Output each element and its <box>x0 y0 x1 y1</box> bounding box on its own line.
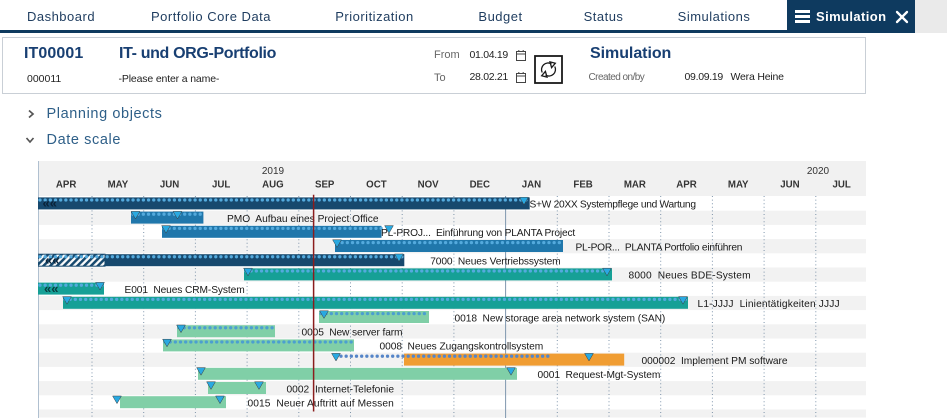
svg-text:SEP: SEP <box>315 179 335 190</box>
svg-text:JUL: JUL <box>832 179 850 190</box>
svg-text:APR: APR <box>676 179 696 190</box>
svg-text:0015 Neuer Auftritt auf Messe: 0015 Neuer Auftritt auf Messen <box>248 398 394 409</box>
svg-text:8000 Neues BDE-System: 8000 Neues BDE-System <box>629 270 751 281</box>
svg-text:««: «« <box>44 280 58 295</box>
svg-text:JUL: JUL <box>212 179 230 190</box>
svg-text:0005 New server farm: 0005 New server farm <box>302 327 403 338</box>
svg-text:0018 New storage area network: 0018 New storage area network system (SA… <box>455 313 666 324</box>
svg-text:OCT: OCT <box>366 179 387 190</box>
svg-text:PMO Aufbau eines Project Offi: PMO Aufbau eines Project Office <box>227 213 379 224</box>
svg-text:APR: APR <box>56 179 76 190</box>
svg-text:2019: 2019 <box>262 166 285 177</box>
svg-text:2020: 2020 <box>807 166 830 177</box>
svg-text:MAY: MAY <box>108 179 129 190</box>
svg-text:S+W 20XX Systempflege und Wart: S+W 20XX Systempflege und Wartung <box>530 199 697 210</box>
svg-text:0002 Internet-Telefonie: 0002 Internet-Telefonie <box>287 384 395 395</box>
svg-text:7000 Neues Vertriebssystem: 7000 Neues Vertriebssystem <box>430 256 560 267</box>
svg-text:DEC: DEC <box>470 179 490 190</box>
svg-text:0008 Neues Zugangskontrollsys: 0008 Neues Zugangskontrollsystem <box>380 341 544 352</box>
svg-text:MAR: MAR <box>624 179 646 190</box>
svg-text:000002 Implement PM software: 000002 Implement PM software <box>642 355 788 366</box>
svg-text:PL-PROJ... Einführung von PLA: PL-PROJ... Einführung von PLANTA Project <box>381 228 575 239</box>
svg-text:JUN: JUN <box>160 179 179 190</box>
svg-text:PL-POR... PLANTA Portfolio ei: PL-POR... PLANTA Portfolio einführen <box>576 242 743 253</box>
svg-text:L1-JJJJ Linientätigkeiten JJJ: L1-JJJJ Linientätigkeiten JJJJ <box>698 299 840 310</box>
svg-text:MAY: MAY <box>728 179 749 190</box>
svg-text:JUN: JUN <box>780 179 799 190</box>
svg-text:««: «« <box>45 252 59 267</box>
svg-text:E001 Neues CRM-System: E001 Neues CRM-System <box>125 284 245 295</box>
svg-text:««: «« <box>43 195 57 210</box>
svg-text:JAN: JAN <box>522 179 541 190</box>
svg-text:NOV: NOV <box>418 179 440 190</box>
svg-text:FEB: FEB <box>573 179 592 190</box>
svg-text:AUG: AUG <box>262 179 284 190</box>
svg-text:0001 Request-Mgt-System: 0001 Request-Mgt-System <box>538 370 661 381</box>
